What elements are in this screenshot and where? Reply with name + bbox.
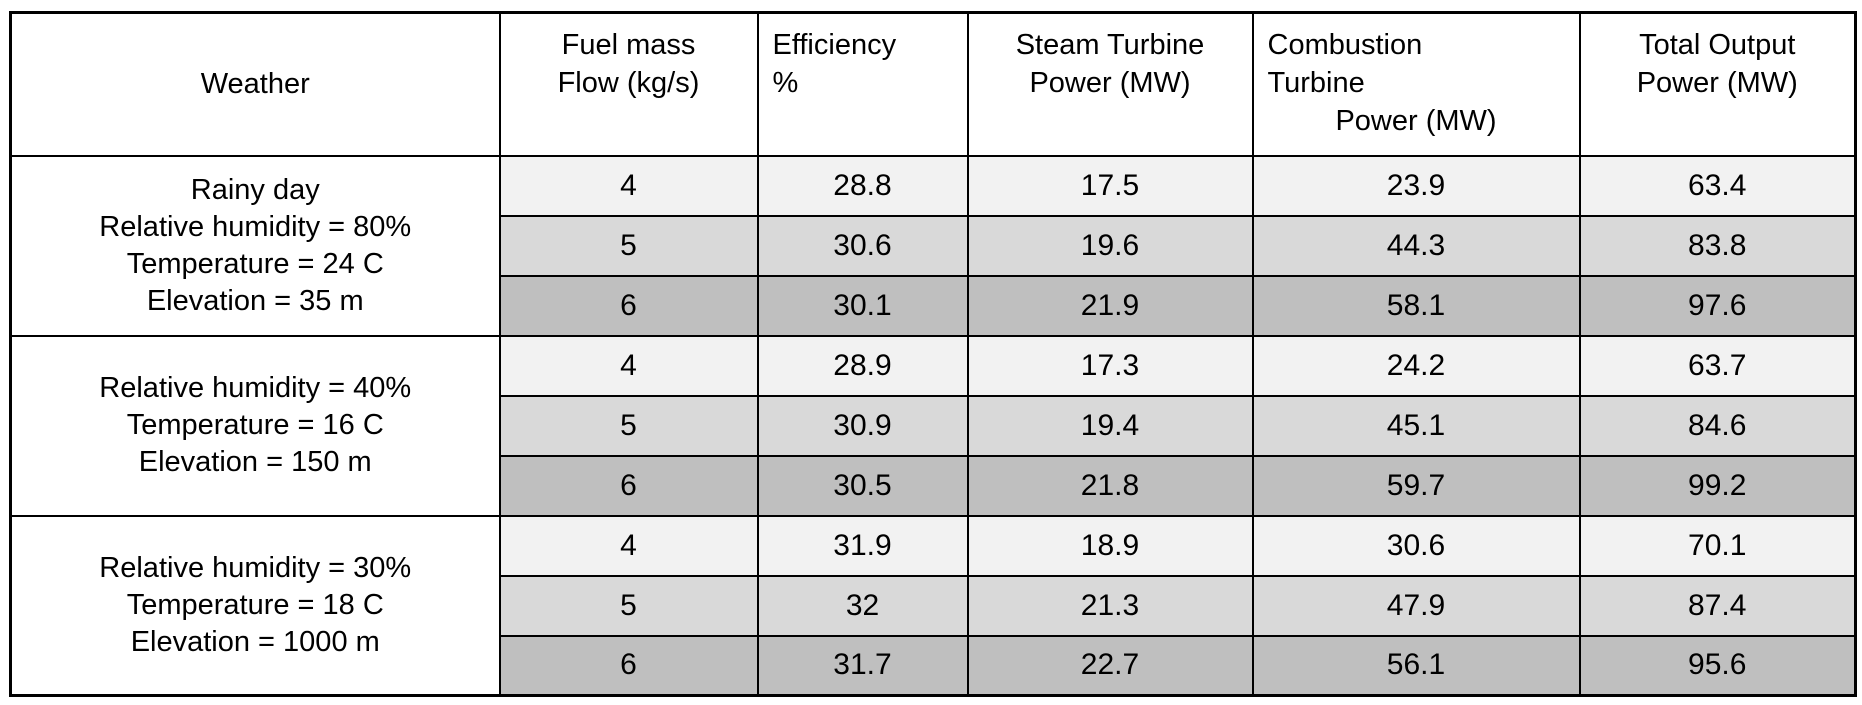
header-combustion-line: Power (MW) <box>1335 105 1497 137</box>
header-cell-efficiency: Efficiency % <box>756 11 969 157</box>
header-fuel-line: Fuel mass <box>561 29 696 61</box>
header-combustion-line: Combustion <box>1267 29 1423 61</box>
cell-steam-power: 21.8 <box>966 454 1254 517</box>
cell-steam-power: 17.5 <box>966 154 1254 217</box>
cell-steam-power: 19.4 <box>966 394 1254 457</box>
power-output-table: Weather Fuel mass Flow (kg/s) Efficiency… <box>9 11 1857 697</box>
cell-combustion-power: 44.3 <box>1251 214 1581 277</box>
weather-cell-humidity-40: Relative humidity = 40% Temperature = 16… <box>9 334 501 517</box>
header-cell-total-output-power: Total Output Power (MW) <box>1578 11 1857 157</box>
table-row: 5 30.9 19.4 45.1 84.6 <box>11 394 1857 457</box>
table-row: 6 30.1 21.9 58.1 97.6 <box>11 274 1857 337</box>
cell-efficiency: 31.9 <box>756 514 969 577</box>
weather-line: Rainy day <box>190 173 320 206</box>
cell-efficiency: 30.1 <box>756 274 969 337</box>
cell-fuel-flow: 4 <box>498 514 759 577</box>
cell-total-power: 97.6 <box>1578 274 1857 337</box>
cell-fuel-flow: 5 <box>498 214 759 277</box>
header-efficiency-line: Efficiency <box>772 29 897 61</box>
cell-efficiency: 32 <box>756 574 969 637</box>
weather-line: Relative humidity = 30% <box>99 551 412 584</box>
cell-fuel-flow: 4 <box>498 334 759 397</box>
weather-line: Relative humidity = 80% <box>99 210 412 243</box>
weather-cell-humidity-30: Relative humidity = 30% Temperature = 18… <box>9 514 501 697</box>
cell-combustion-power: 45.1 <box>1251 394 1581 457</box>
header-weather-label: Weather <box>200 67 310 100</box>
table-row: 6 31.7 22.7 56.1 95.6 <box>11 634 1857 697</box>
cell-fuel-flow: 5 <box>498 394 759 457</box>
cell-fuel-flow: 6 <box>498 634 759 697</box>
header-cell-fuel-mass-flow: Fuel mass Flow (kg/s) <box>498 11 759 157</box>
header-row: Weather Fuel mass Flow (kg/s) Efficiency… <box>9 11 1857 157</box>
power-output-table-container: Weather Fuel mass Flow (kg/s) Efficiency… <box>9 11 1857 697</box>
cell-total-power: 63.4 <box>1578 154 1857 217</box>
weather-line: Temperature = 24 C <box>126 247 384 280</box>
cell-efficiency: 28.9 <box>756 334 969 397</box>
weather-cell-rainy-day: Rainy day Relative humidity = 80% Temper… <box>9 154 501 337</box>
weather-line: Elevation = 1000 m <box>130 625 380 658</box>
cell-total-power: 83.8 <box>1578 214 1857 277</box>
cell-combustion-power: 30.6 <box>1251 514 1581 577</box>
cell-fuel-flow: 4 <box>498 154 759 217</box>
cell-combustion-power: 47.9 <box>1251 574 1581 637</box>
table-row: Relative humidity = 40% Temperature = 16… <box>9 334 1857 517</box>
header-fuel-line: Flow (kg/s) <box>557 67 700 99</box>
cell-fuel-flow: 5 <box>498 574 759 637</box>
table-row: 5 30.6 19.6 44.3 83.8 <box>11 214 1857 277</box>
cell-steam-power: 17.3 <box>966 334 1254 397</box>
weather-line: Temperature = 18 C <box>126 588 384 621</box>
cell-total-power: 99.2 <box>1578 454 1857 517</box>
table-row: Relative humidity = 30% Temperature = 18… <box>9 514 1857 697</box>
header-total-line: Total Output <box>1639 29 1796 61</box>
header-steam-line: Power (MW) <box>1029 67 1191 99</box>
cell-combustion-power: 56.1 <box>1251 634 1581 697</box>
cell-efficiency: 28.8 <box>756 154 969 217</box>
cell-combustion-power: 24.2 <box>1251 334 1581 397</box>
weather-line: Temperature = 16 C <box>126 409 384 441</box>
cell-efficiency: 30.6 <box>756 214 969 277</box>
cell-total-power: 95.6 <box>1578 634 1857 697</box>
cell-combustion-power: 23.9 <box>1251 154 1581 217</box>
cell-efficiency: 31.7 <box>756 634 969 697</box>
header-cell-steam-turbine-power: Steam Turbine Power (MW) <box>966 11 1254 157</box>
weather-line: Elevation = 35 m <box>146 284 364 317</box>
cell-total-power: 63.7 <box>1578 334 1857 397</box>
header-efficiency-line: % <box>772 67 799 99</box>
header-cell-combustion-turbine-power: Combustion Turbine Power (MW) <box>1251 11 1581 157</box>
cell-combustion-power: 59.7 <box>1251 454 1581 517</box>
cell-steam-power: 19.6 <box>966 214 1254 277</box>
cell-steam-power: 21.3 <box>966 574 1254 637</box>
table-row: Rainy day Relative humidity = 80% Temper… <box>9 154 1857 337</box>
cell-steam-power: 21.9 <box>966 274 1254 337</box>
header-total-line: Power (MW) <box>1636 67 1798 99</box>
header-combustion-line: Turbine <box>1267 67 1365 99</box>
cell-fuel-flow: 6 <box>498 454 759 517</box>
cell-efficiency: 30.5 <box>756 454 969 517</box>
cell-total-power: 84.6 <box>1578 394 1857 457</box>
table-row: 6 30.5 21.8 59.7 99.2 <box>11 454 1857 517</box>
weather-line: Elevation = 150 m <box>138 446 372 478</box>
table-row: 5 32 21.3 47.9 87.4 <box>11 574 1857 637</box>
cell-combustion-power: 58.1 <box>1251 274 1581 337</box>
cell-total-power: 70.1 <box>1578 514 1857 577</box>
header-cell-weather: Weather <box>9 11 501 157</box>
cell-steam-power: 18.9 <box>966 514 1254 577</box>
header-steam-line: Steam Turbine <box>1015 29 1205 61</box>
cell-fuel-flow: 6 <box>498 274 759 337</box>
cell-steam-power: 22.7 <box>966 634 1254 697</box>
weather-line: Relative humidity = 40% <box>99 372 412 404</box>
cell-efficiency: 30.9 <box>756 394 969 457</box>
cell-total-power: 87.4 <box>1578 574 1857 637</box>
